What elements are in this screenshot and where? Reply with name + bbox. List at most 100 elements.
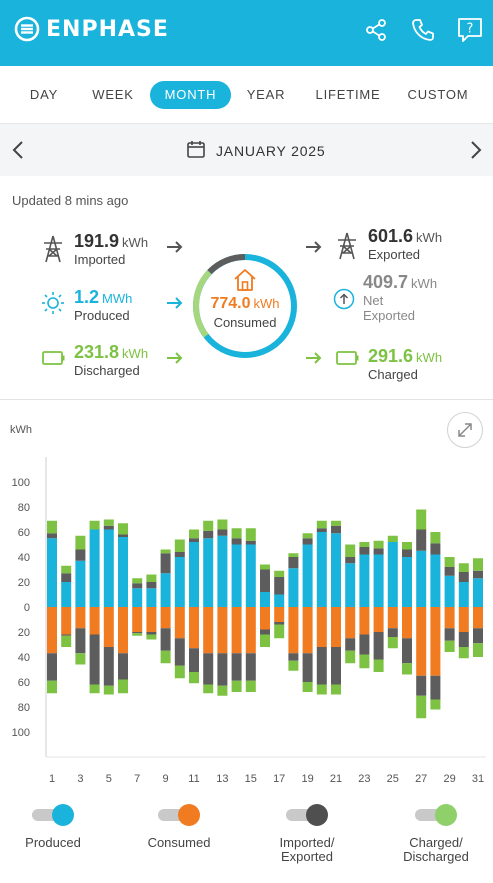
bar-produced-day-30[interactable] [458,582,469,607]
bar-produced-day-4[interactable] [89,529,100,608]
bar-charged-day-16[interactable] [260,564,270,570]
bar-discharged-day-11[interactable] [189,672,199,684]
bar-charged-day-10[interactable] [174,539,185,553]
bar-discharged-day-17[interactable] [274,624,285,639]
bar-produced-day-20[interactable] [316,532,327,607]
bar-discharged-day-21[interactable] [331,684,341,695]
bar-produced-day-1[interactable] [47,538,57,607]
bar-exported-day-30[interactable] [458,572,469,582]
bar-produced-day-15[interactable] [245,544,256,608]
bar-consumed-day-15[interactable] [245,607,256,654]
bar-exported-day-24[interactable] [373,548,384,555]
bar-consumed-day-30[interactable] [458,607,469,632]
bar-consumed-day-10[interactable] [174,607,185,639]
bar-produced-day-31[interactable] [473,578,483,607]
produced-toggle[interactable] [32,804,74,826]
bar-produced-day-22[interactable] [345,563,356,607]
bar-imported-day-4[interactable] [89,634,100,685]
bar-charged-day-3[interactable] [75,535,86,550]
bar-consumed-day-29[interactable] [444,607,455,629]
chevron-left-icon[interactable] [8,138,28,162]
bar-charged-day-13[interactable] [217,519,228,530]
bar-consumed-day-22[interactable] [345,607,356,639]
bar-charged-day-23[interactable] [359,542,370,547]
bar-charged-day-18[interactable] [288,553,299,557]
bar-exported-day-8[interactable] [146,582,157,589]
bar-consumed-day-31[interactable] [473,607,483,629]
bar-consumed-day-11[interactable] [189,607,199,649]
bar-charged-day-20[interactable] [316,520,327,529]
bar-produced-day-12[interactable] [203,538,214,607]
bar-imported-day-5[interactable] [103,647,114,686]
bar-discharged-day-26[interactable] [402,663,412,675]
bar-produced-day-14[interactable] [231,544,242,608]
bar-exported-day-1[interactable] [47,533,57,539]
bar-charged-day-24[interactable] [373,540,384,549]
legend-charged-discharged[interactable]: Charged/ Discharged [391,804,481,864]
bar-imported-day-3[interactable] [75,628,86,654]
bar-produced-day-17[interactable] [274,594,285,608]
bar-discharged-day-3[interactable] [75,653,86,665]
legend-produced[interactable]: Produced [13,804,93,850]
bar-charged-day-22[interactable] [345,544,356,558]
tab-year[interactable]: YEAR [246,87,286,102]
bar-discharged-day-29[interactable] [444,640,455,652]
bar-exported-day-13[interactable] [217,529,228,536]
bar-imported-day-1[interactable] [47,653,57,681]
bar-exported-day-7[interactable] [132,583,143,589]
bar-discharged-day-19[interactable] [302,682,313,692]
bar-produced-day-13[interactable] [217,535,228,607]
help-icon[interactable]: ? [456,16,484,44]
bar-produced-day-7[interactable] [132,588,143,607]
bar-discharged-day-31[interactable] [473,643,483,657]
bar-produced-day-9[interactable] [160,573,171,607]
bar-exported-day-23[interactable] [359,547,370,555]
bar-imported-day-11[interactable] [189,648,199,672]
bar-consumed-day-9[interactable] [160,607,171,629]
bar-exported-day-28[interactable] [430,543,441,555]
tab-custom[interactable]: CUSTOM [407,87,469,102]
bar-discharged-day-4[interactable] [89,684,100,694]
bar-imported-day-31[interactable] [473,628,483,644]
bar-consumed-day-16[interactable] [260,607,270,630]
bar-imported-day-10[interactable] [174,638,185,666]
bar-exported-day-6[interactable] [118,534,128,538]
bar-produced-day-3[interactable] [75,560,86,607]
bar-exported-day-19[interactable] [302,538,313,545]
bar-consumed-day-24[interactable] [373,607,384,632]
bar-charged-day-9[interactable] [160,549,171,554]
bar-imported-day-8[interactable] [146,632,157,635]
phone-icon[interactable] [409,16,437,44]
bar-consumed-day-12[interactable] [203,607,214,654]
bar-imported-day-28[interactable] [430,675,441,700]
bar-charged-day-28[interactable] [430,532,441,544]
bar-discharged-day-23[interactable] [359,654,370,669]
bar-produced-day-18[interactable] [288,568,299,607]
bar-exported-day-27[interactable] [416,529,427,551]
bar-exported-day-2[interactable] [61,573,72,582]
bar-imported-day-20[interactable] [316,647,327,685]
bar-discharged-day-2[interactable] [61,635,72,647]
bar-exported-day-15[interactable] [245,540,256,545]
bar-produced-day-5[interactable] [103,529,114,608]
bar-discharged-day-27[interactable] [416,695,427,719]
current-period-label[interactable]: JANUARY 2025 [216,143,326,159]
bar-discharged-day-24[interactable] [373,659,384,673]
bar-charged-day-30[interactable] [458,563,469,572]
bar-imported-day-29[interactable] [444,628,455,641]
bar-discharged-day-15[interactable] [245,680,256,692]
imported-exported-toggle[interactable] [286,804,328,826]
bar-consumed-day-3[interactable] [75,607,86,629]
bar-produced-day-8[interactable] [146,588,157,607]
bar-discharged-day-1[interactable] [47,680,57,694]
bar-charged-day-15[interactable] [245,528,256,541]
bar-consumed-day-4[interactable] [89,607,100,635]
bar-charged-day-11[interactable] [189,529,199,539]
bar-exported-day-18[interactable] [288,557,299,569]
bar-exported-day-22[interactable] [345,557,356,564]
bar-exported-day-16[interactable] [260,569,270,593]
bar-exported-day-12[interactable] [203,530,214,539]
bar-consumed-day-21[interactable] [331,607,341,647]
bar-imported-day-15[interactable] [245,653,256,681]
bar-produced-day-24[interactable] [373,554,384,608]
